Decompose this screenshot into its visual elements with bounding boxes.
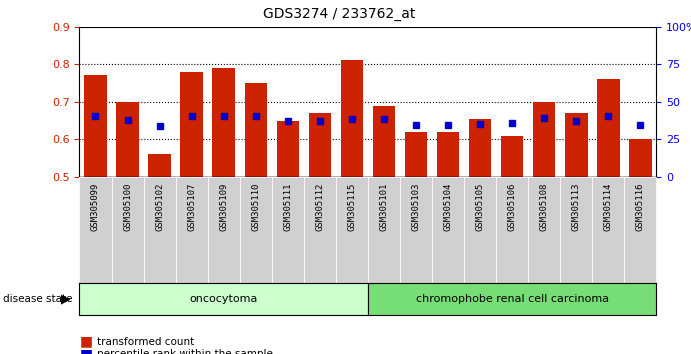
Text: GSM305100: GSM305100 [123,182,132,231]
Text: GSM305110: GSM305110 [252,182,261,231]
Text: GSM305108: GSM305108 [540,182,549,231]
Bar [208,177,240,283]
Text: ■: ■ [79,347,93,354]
Text: GSM305113: GSM305113 [572,182,581,231]
Bar [272,177,304,283]
Text: GSM305114: GSM305114 [604,182,613,231]
Text: transformed count: transformed count [97,337,194,347]
Text: GSM305112: GSM305112 [315,182,324,231]
Text: GSM305105: GSM305105 [475,182,484,231]
Bar [432,177,464,283]
Bar [630,139,652,177]
Bar [309,113,331,177]
Text: ▶: ▶ [61,293,70,306]
Bar [496,177,528,283]
Bar [144,177,176,283]
Bar [592,177,625,283]
Bar [405,132,427,177]
Bar [240,177,272,283]
Bar [276,121,299,177]
Bar [176,177,208,283]
Bar [180,72,203,177]
Bar [501,136,523,177]
Text: GSM305102: GSM305102 [155,182,164,231]
Text: disease state: disease state [3,294,73,304]
Bar [304,177,336,283]
Bar [372,105,395,177]
Bar [597,79,620,177]
Bar [245,83,267,177]
Text: GSM305104: GSM305104 [444,182,453,231]
Text: GDS3274 / 233762_at: GDS3274 / 233762_at [263,7,415,21]
Bar [400,177,432,283]
Bar [565,113,587,177]
Bar [84,75,106,177]
Bar [437,132,460,177]
Text: GSM305115: GSM305115 [348,182,357,231]
Text: percentile rank within the sample: percentile rank within the sample [97,349,273,354]
Bar [560,177,592,283]
Text: ■: ■ [79,335,93,349]
Text: GSM305103: GSM305103 [412,182,421,231]
Bar [116,102,139,177]
Bar [625,177,656,283]
Text: chromophobe renal cell carcinoma: chromophobe renal cell carcinoma [416,294,609,304]
Text: GSM305116: GSM305116 [636,182,645,231]
Text: GSM305099: GSM305099 [91,182,100,231]
Text: oncocytoma: oncocytoma [189,294,258,304]
Bar [533,102,556,177]
Bar [341,61,363,177]
Bar [213,68,235,177]
Bar [469,119,491,177]
Bar [111,177,144,283]
Bar [368,177,400,283]
Text: GSM305109: GSM305109 [219,182,228,231]
Bar [464,177,496,283]
Bar [336,177,368,283]
Text: GSM305111: GSM305111 [283,182,292,231]
Bar [79,177,111,283]
Text: GSM305101: GSM305101 [379,182,388,231]
Bar [149,154,171,177]
Text: GSM305107: GSM305107 [187,182,196,231]
Text: GSM305106: GSM305106 [508,182,517,231]
Bar [528,177,560,283]
